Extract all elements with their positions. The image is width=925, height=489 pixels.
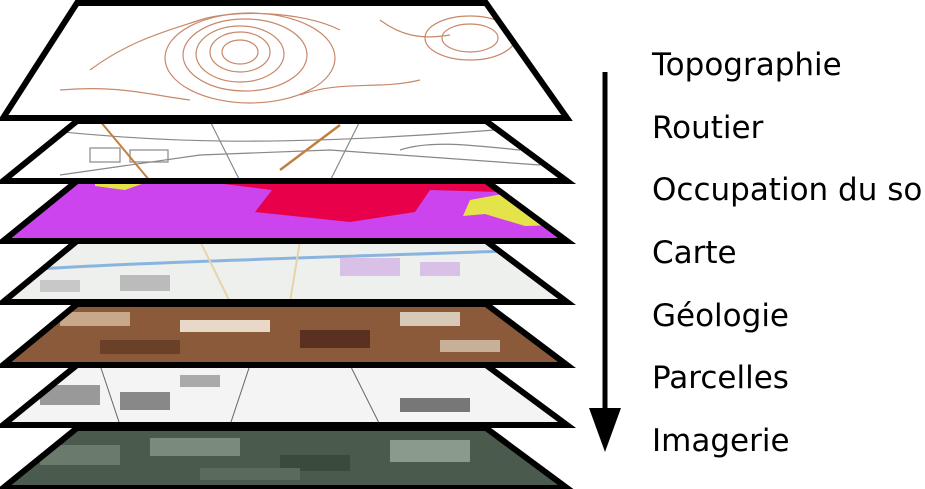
layer-parcelles-outline <box>0 362 577 428</box>
layer-carte-plane <box>3 241 567 302</box>
carte-features <box>19 241 541 302</box>
layer-routier-plane <box>3 121 567 181</box>
layer-carte <box>3 241 567 302</box>
label-routier: Routier <box>652 110 764 146</box>
layer-occupation-du-sol-outline <box>0 178 577 244</box>
layer-occupation-du-sol <box>3 181 567 241</box>
label-topographie: Topographie <box>652 47 842 83</box>
routier-roads <box>39 121 541 181</box>
layer-outlines <box>0 0 577 489</box>
topographie-contours <box>59 12 516 104</box>
down-arrow-icon <box>589 72 621 452</box>
label-carte: Carte <box>652 235 737 271</box>
layer-imagerie <box>3 428 567 488</box>
imagerie-texture <box>40 438 470 480</box>
layer-topographie-plane <box>3 3 567 118</box>
layer-imagerie-outline <box>0 425 574 489</box>
layer-carte-outline <box>0 238 576 305</box>
layer-parcelles <box>3 365 567 425</box>
layer-routier-outline <box>0 118 577 184</box>
parcelles-plots <box>40 365 470 425</box>
layer-topographie <box>3 3 567 118</box>
label-geologie: Géologie <box>652 298 790 334</box>
layer-topographie-outline <box>0 0 573 121</box>
label-parcelles: Parcelles <box>652 360 789 396</box>
label-imagerie: Imagerie <box>652 423 790 459</box>
layer-routier <box>3 121 567 181</box>
label-occupation-du-sol: Occupation du sol <box>652 172 925 208</box>
layer-geologie-outline <box>0 301 576 368</box>
layer-geologie <box>3 304 567 365</box>
geologie-patches <box>60 312 500 354</box>
